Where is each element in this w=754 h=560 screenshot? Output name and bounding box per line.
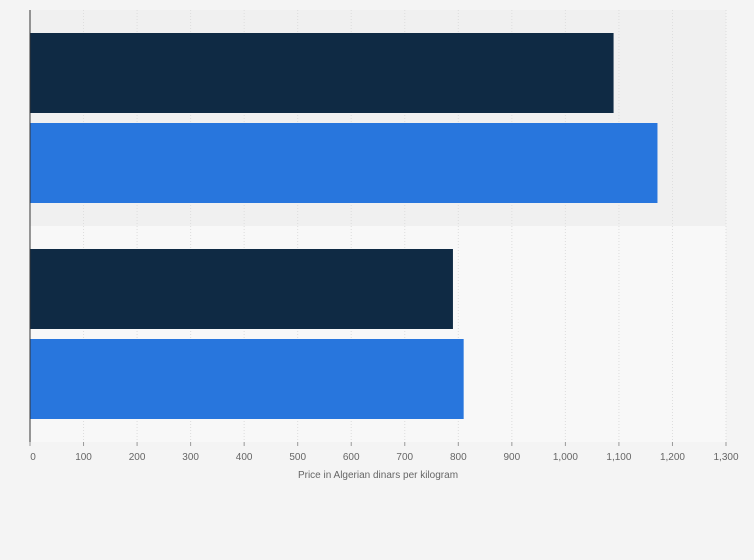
x-tick-label: 900 bbox=[504, 452, 521, 463]
x-tick-label: 1,100 bbox=[606, 452, 631, 463]
bar-2-series-1[interactable] bbox=[30, 249, 453, 329]
x-tick-label: 500 bbox=[289, 452, 306, 463]
x-tick-label: 400 bbox=[236, 452, 253, 463]
x-tick-label: 1,300 bbox=[713, 452, 738, 463]
x-tick-label: 0 bbox=[30, 452, 36, 463]
x-axis-title: Price in Algerian dinars per kilogram bbox=[298, 470, 458, 481]
bar-1-series-1[interactable] bbox=[30, 33, 614, 113]
bars bbox=[30, 33, 658, 419]
x-tick-label: 1,200 bbox=[660, 452, 685, 463]
x-tick-label: 300 bbox=[182, 452, 199, 463]
x-tick-label: 200 bbox=[129, 452, 146, 463]
x-tick-label: 1,000 bbox=[553, 452, 578, 463]
bar-2-series-2[interactable] bbox=[30, 339, 464, 419]
x-tick-label: 600 bbox=[343, 452, 360, 463]
x-tick-label: 700 bbox=[396, 452, 413, 463]
x-tick-label: 800 bbox=[450, 452, 467, 463]
x-tick-label: 100 bbox=[75, 452, 92, 463]
x-axis-ticks: 0 100 200 300 400 500 600 700 800 900 1,000 1,100 1,… bbox=[29, 442, 739, 463]
bar-1-series-2[interactable] bbox=[30, 123, 658, 203]
